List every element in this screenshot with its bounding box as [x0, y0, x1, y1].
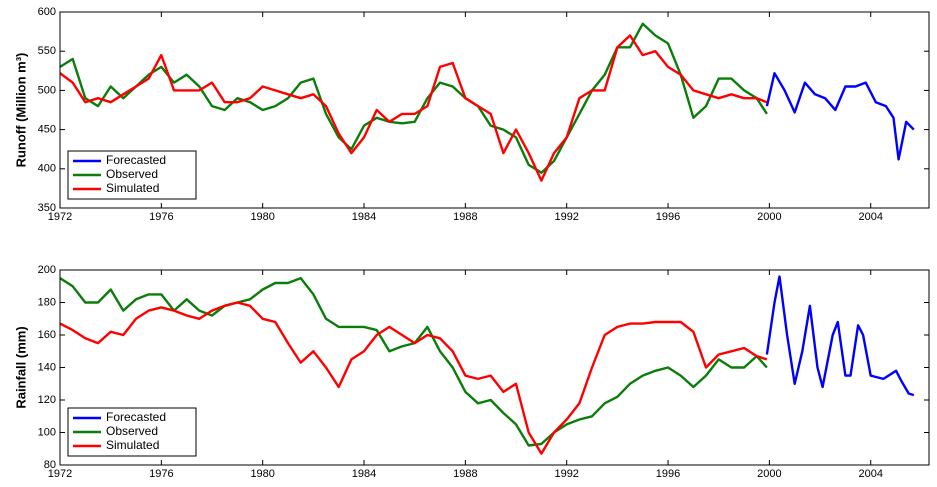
- x-tick-label: 2000: [757, 468, 781, 480]
- series-line: [765, 275, 915, 397]
- y-tick-label: 400: [38, 163, 56, 175]
- x-tick-label: 2000: [757, 211, 781, 223]
- x-tick-label: 1996: [656, 211, 680, 223]
- series-line: [59, 22, 768, 174]
- x-tick-label: 1988: [453, 211, 477, 223]
- y-tick-label: 500: [38, 84, 56, 96]
- x-tick-label: 1992: [554, 468, 578, 480]
- x-tick-label: 1972: [48, 468, 72, 480]
- x-tick-label: 1984: [352, 468, 376, 480]
- y-tick-label: 450: [38, 124, 56, 136]
- y-tick-label: 550: [38, 45, 56, 57]
- x-tick-label: 2004: [858, 468, 882, 480]
- x-tick-label: 1992: [554, 211, 578, 223]
- x-tick-label: 1976: [149, 468, 173, 480]
- y-tick-label: 180: [38, 296, 56, 308]
- plot-area: [60, 12, 929, 208]
- legend-label: Simulated: [106, 181, 159, 195]
- y-tick-label: 200: [38, 264, 56, 276]
- series-line: [59, 34, 768, 182]
- x-tick-label: 1980: [250, 468, 274, 480]
- y-tick-label: 100: [38, 426, 56, 438]
- x-tick-label: 1980: [250, 211, 274, 223]
- x-tick-label: 1976: [149, 211, 173, 223]
- legend-label: Forecasted: [106, 410, 166, 424]
- plot-area: [60, 270, 929, 465]
- x-tick-label: 1988: [453, 468, 477, 480]
- series-line: [765, 72, 915, 161]
- axes-frame: [59, 11, 930, 209]
- x-tick-label: 1972: [48, 211, 72, 223]
- x-tick-label: 1996: [656, 468, 680, 480]
- y-tick-label: 350: [38, 202, 56, 214]
- y-tick-label: 600: [38, 6, 56, 18]
- x-tick-label: 2004: [858, 211, 882, 223]
- legend-label: Observed: [106, 424, 158, 438]
- x-tick-label: 1984: [352, 211, 376, 223]
- y-tick-label: 140: [38, 361, 56, 373]
- y-tick-label: 120: [38, 394, 56, 406]
- y-axis-label: Runoff (Million m³): [13, 53, 28, 168]
- legend-label: Forecasted: [106, 153, 166, 167]
- legend-label: Simulated: [106, 438, 159, 452]
- axes-frame: [59, 269, 930, 466]
- y-tick-label: 80: [44, 459, 56, 471]
- legend-label: Observed: [106, 167, 158, 181]
- y-axis-label: Rainfall (mm): [13, 326, 28, 408]
- series-line: [59, 301, 768, 455]
- y-tick-label: 160: [38, 329, 56, 341]
